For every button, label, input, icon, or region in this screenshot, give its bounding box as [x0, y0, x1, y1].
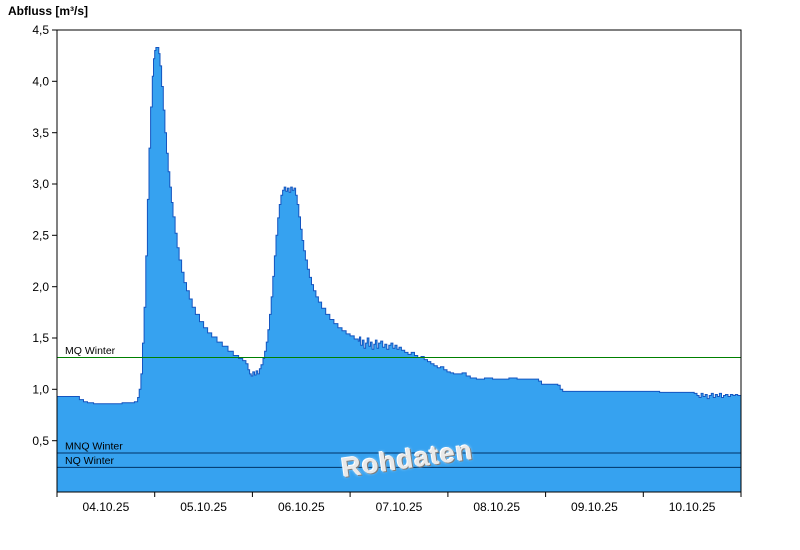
y-axis-title: Abfluss [m³/s] [8, 4, 89, 18]
x-tick-label: 08.10.25 [473, 500, 520, 514]
x-tick-label: 05.10.25 [180, 500, 227, 514]
x-tick-label: 04.10.25 [83, 500, 130, 514]
x-tick-label: 10.10.25 [669, 500, 716, 514]
y-tick-label: 0,5 [32, 434, 49, 448]
x-tick-label: 07.10.25 [376, 500, 423, 514]
y-tick-label: 3,0 [32, 177, 49, 191]
discharge-line [57, 47, 742, 405]
y-tick-label: 2,0 [32, 280, 49, 294]
discharge-area [57, 47, 741, 492]
ref-line-label-nq-winter: NQ Winter [65, 455, 115, 467]
y-tick-label: 4,5 [32, 23, 49, 37]
y-tick-label: 3,5 [32, 126, 49, 140]
y-tick-label: 1,5 [32, 331, 49, 345]
y-tick-label: 1,0 [32, 383, 49, 397]
x-tick-label: 09.10.25 [571, 500, 618, 514]
y-tick-label: 2,5 [32, 229, 49, 243]
x-tick-label: 06.10.25 [278, 500, 325, 514]
ref-line-label-mnq-winter: MNQ Winter [65, 441, 123, 453]
ref-line-label-mq-winter: MQ Winter [65, 345, 116, 357]
y-tick-label: 4,0 [32, 75, 49, 89]
plot-frame [56, 29, 742, 493]
